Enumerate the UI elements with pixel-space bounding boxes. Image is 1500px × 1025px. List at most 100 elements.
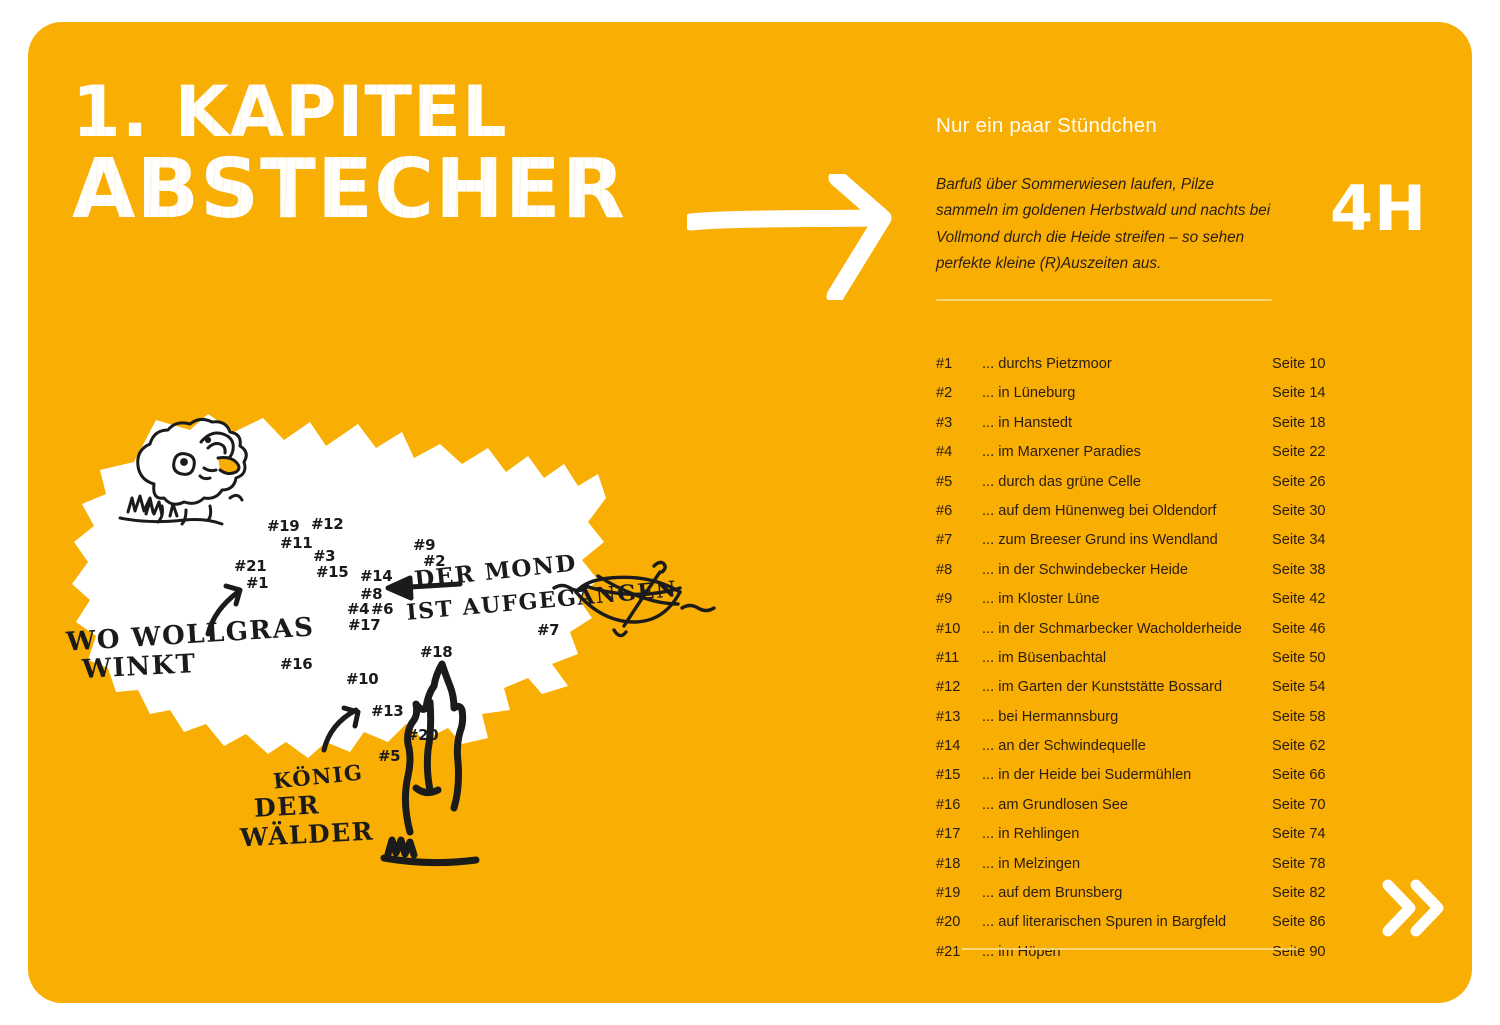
map-marker-6[interactable]: #6: [371, 600, 394, 618]
map-marker-8[interactable]: #8: [360, 585, 383, 603]
toc-row[interactable]: #18 ... in Melzingen Seite 78: [936, 856, 1336, 885]
toc-page-number: Seite 26: [1272, 473, 1326, 490]
map-marker-14[interactable]: #14: [360, 567, 393, 585]
chapter-title: 1. KAPITEL ABSTECHER: [72, 77, 692, 231]
label-line: WINKT: [81, 649, 198, 685]
toc-row[interactable]: #12 ... im Garten der Kunststätte Bossard…: [936, 679, 1336, 708]
toc-page-number: Seite 10: [1272, 356, 1326, 372]
toc-label: ... auf dem Hünenweg bei Oldendorf: [982, 502, 1217, 519]
toc-number: #2: [936, 385, 953, 402]
toc-page-number: Seite 74: [1272, 826, 1326, 843]
toc-page-number: Seite 50: [1272, 649, 1326, 666]
toc-row[interactable]: #8 ... in der Schwindebecker Heide Seite 3…: [936, 562, 1336, 591]
double-chevron-right-icon: [1382, 879, 1444, 937]
toc-page-number: Seite 58: [1272, 708, 1326, 725]
map-marker-12[interactable]: #12: [311, 515, 344, 533]
intro-paragraph: Barfuß über Sommerwiesen laufen, Pilze s…: [936, 176, 1271, 272]
toc-row[interactable]: #14 ... an der Schwindequelle Seite 62: [936, 738, 1336, 767]
toc-page-number: Seite 78: [1272, 855, 1326, 872]
toc-page-number: Seite 90: [1272, 943, 1326, 960]
toc-label: ... zum Breeser Grund ins Wendland: [982, 532, 1218, 549]
toc-number: #6: [936, 502, 953, 519]
map-marker-15[interactable]: #15: [316, 563, 349, 581]
toc-row[interactable]: #15 ... in der Heide bei Sudermühlen Seite…: [936, 767, 1336, 796]
map-marker-18[interactable]: #18: [420, 643, 453, 661]
toc-number: #10: [936, 620, 961, 637]
toc-number: #4: [936, 444, 953, 461]
map-marker-4[interactable]: #4: [347, 600, 370, 618]
toc-row[interactable]: #4 ... im Marxener Paradies Seite 22: [936, 444, 1336, 473]
toc-number: #5: [936, 473, 953, 490]
toc-row[interactable]: #10 ... in der Schmarbecker Wacholderheid…: [936, 621, 1336, 650]
toc-row[interactable]: #17 ... in Rehlingen Seite 74: [936, 826, 1336, 855]
toc-row[interactable]: #5 ... durch das grüne Celle Seite 26: [936, 474, 1336, 503]
toc-label: ... im Büsenbachtal: [982, 649, 1107, 666]
map-marker-13[interactable]: #13: [371, 702, 404, 720]
toc-number: #21: [936, 943, 961, 960]
toc-number: #9: [936, 591, 953, 608]
toc-label: ... in der Heide bei Sudermühlen: [982, 767, 1192, 784]
toc-number: #19: [936, 885, 961, 902]
divider-bottom: [962, 948, 1298, 950]
toc-number: #15: [936, 767, 961, 784]
toc-page-number: Seite 54: [1272, 679, 1326, 696]
toc-label: ... bei Hermannsburg: [982, 708, 1119, 725]
toc-label: ... im Kloster Lüne: [982, 591, 1100, 608]
toc-page-number: Seite 42: [1272, 591, 1326, 608]
map-marker-10[interactable]: #10: [346, 670, 379, 688]
toc-label: ... auf literarischen Spuren in Bargfeld: [982, 914, 1227, 931]
map-marker-5[interactable]: #5: [378, 747, 401, 765]
toc-number: #8: [936, 561, 953, 578]
arrow-right-icon: [687, 174, 892, 300]
toc-number: #11: [936, 649, 960, 666]
map-marker-1[interactable]: #1: [246, 574, 269, 592]
map-marker-21[interactable]: #21: [234, 557, 267, 575]
map-marker-20[interactable]: #20: [406, 726, 439, 744]
toc-label: ... am Grundlosen See: [982, 796, 1129, 813]
toc-row[interactable]: #19 ... auf dem Brunsberg Seite 82: [936, 885, 1336, 914]
label-winkt: WINKT: [81, 649, 197, 685]
map-marker-19[interactable]: #19: [267, 517, 300, 535]
toc-page-number: Seite 66: [1272, 767, 1326, 784]
toc-row[interactable]: #20 ... auf literarischen Spuren in Bargf…: [936, 914, 1336, 943]
toc-label: ... in Hanstedt: [982, 414, 1073, 431]
kicker-text: Nur ein paar Stündchen: [936, 114, 1157, 137]
toc-page-number: Seite 46: [1272, 620, 1326, 637]
toc-row[interactable]: #2 ... in Lüneburg Seite 14: [936, 385, 1336, 414]
toc-page-number: Seite 86: [1272, 914, 1326, 931]
map-marker-11[interactable]: #11: [280, 534, 313, 552]
toc-number: #12: [936, 679, 961, 696]
map-silhouette: [72, 414, 606, 758]
map-marker-16[interactable]: #16: [280, 655, 313, 673]
toc-page-number: Seite 34: [1272, 532, 1326, 549]
toc-page-number: Seite 70: [1272, 796, 1326, 813]
toc-row[interactable]: #16 ... am Grundlosen See Seite 70: [936, 797, 1336, 826]
sheep-illustration: [118, 417, 248, 526]
toc-row[interactable]: #7 ... zum Breeser Grund ins Wendland Seit…: [936, 532, 1336, 561]
arrow-to-wollgras-illustration: [205, 583, 243, 637]
toc-row[interactable]: #9 ... im Kloster Lüne Seite 42: [936, 591, 1336, 620]
map-marker-2[interactable]: #2: [423, 552, 446, 570]
toc-row[interactable]: #6 ... auf dem Hünenweg bei Oldendorf Seit…: [936, 503, 1336, 532]
map-marker-9[interactable]: #9: [413, 536, 436, 554]
toc-row[interactable]: #13 ... bei Hermannsburg Seite 58: [936, 709, 1336, 738]
arrow-to-mond-illustration: [385, 575, 463, 601]
toc-row[interactable]: #11 ... im Büsenbachtal Seite 50: [936, 650, 1336, 679]
toc-number: #18: [936, 855, 961, 872]
toc-row[interactable]: #3 ... in Hanstedt Seite 18: [936, 415, 1336, 444]
map-marker-7[interactable]: #7: [537, 621, 560, 639]
toc-number: #13: [936, 708, 961, 725]
map-graphics: [72, 414, 716, 867]
divider-top: [936, 299, 1272, 302]
toc-number: #1: [936, 356, 953, 372]
toc-number: #7: [936, 532, 953, 549]
toc-row[interactable]: #1 ... durchs Pietzmoor Seite 10: [936, 356, 1336, 385]
toc-label: ... im Höpen: [982, 943, 1061, 960]
map-marker-17[interactable]: #17: [348, 616, 381, 634]
canoe-illustration: [552, 560, 716, 638]
toc-label: ... in der Schwindebecker Heide: [982, 561, 1189, 578]
label-line: DER: [253, 790, 321, 823]
map-marker-3[interactable]: #3: [313, 547, 336, 565]
toc-row[interactable]: #21 ... im Höpen Seite 90: [936, 944, 1336, 973]
juniper-tree-illustration: [380, 660, 480, 867]
